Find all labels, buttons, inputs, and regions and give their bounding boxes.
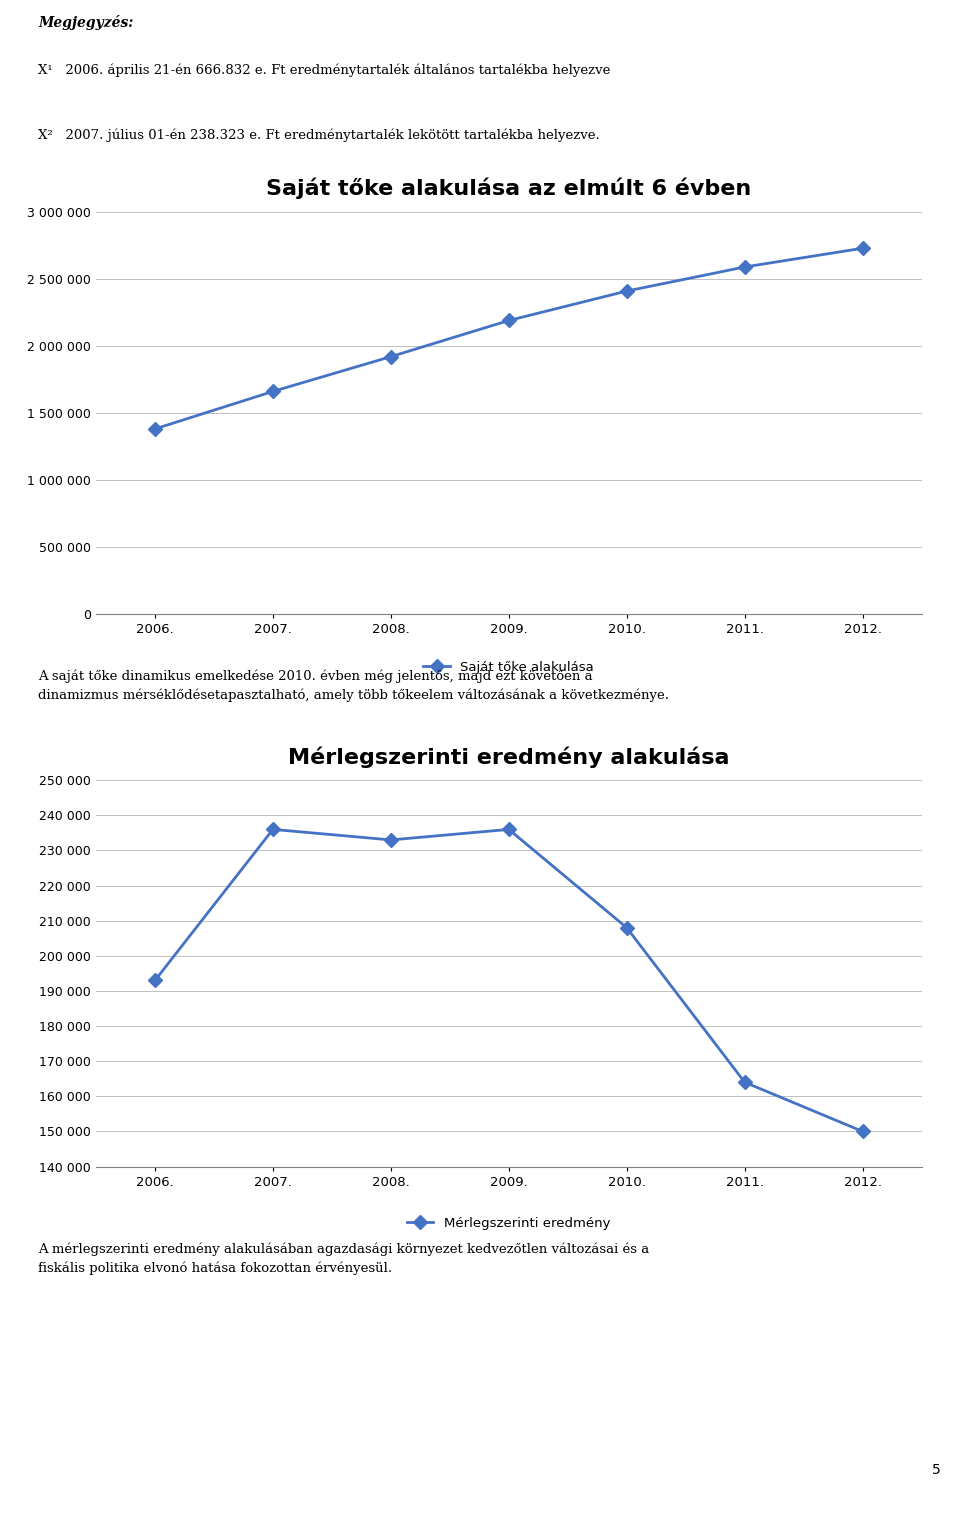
- Title: Saját tőke alakulása az elmúlt 6 évben: Saját tőke alakulása az elmúlt 6 évben: [266, 177, 752, 200]
- Text: X¹   2006. április 21-én 666.832 e. Ft eredménytartalék általános tartalékba hel: X¹ 2006. április 21-én 666.832 e. Ft ere…: [38, 64, 611, 77]
- Text: Megjegyzés:: Megjegyzés:: [38, 15, 133, 30]
- Text: A saját tőke dinamikus emelkedése 2010. évben még jelentős, majd ezt követően a
: A saját tőke dinamikus emelkedése 2010. …: [38, 670, 669, 701]
- Text: 5: 5: [932, 1462, 941, 1477]
- Legend: Saját tőke alakulása: Saját tőke alakulása: [419, 656, 599, 679]
- Title: Mérlegszerinti eredmény alakulása: Mérlegszerinti eredmény alakulása: [288, 745, 730, 768]
- Text: A mérlegszerinti eredmény alakulásában agazdasági környezet kedvezőtlen változás: A mérlegszerinti eredmény alakulásában a…: [38, 1242, 650, 1274]
- Legend: Mérlegszerinti eredmény: Mérlegszerinti eredmény: [402, 1212, 615, 1235]
- Text: X²   2007. július 01-én 238.323 e. Ft eredménytartalék lekötött tartalékba helye: X² 2007. július 01-én 238.323 e. Ft ered…: [38, 129, 600, 142]
